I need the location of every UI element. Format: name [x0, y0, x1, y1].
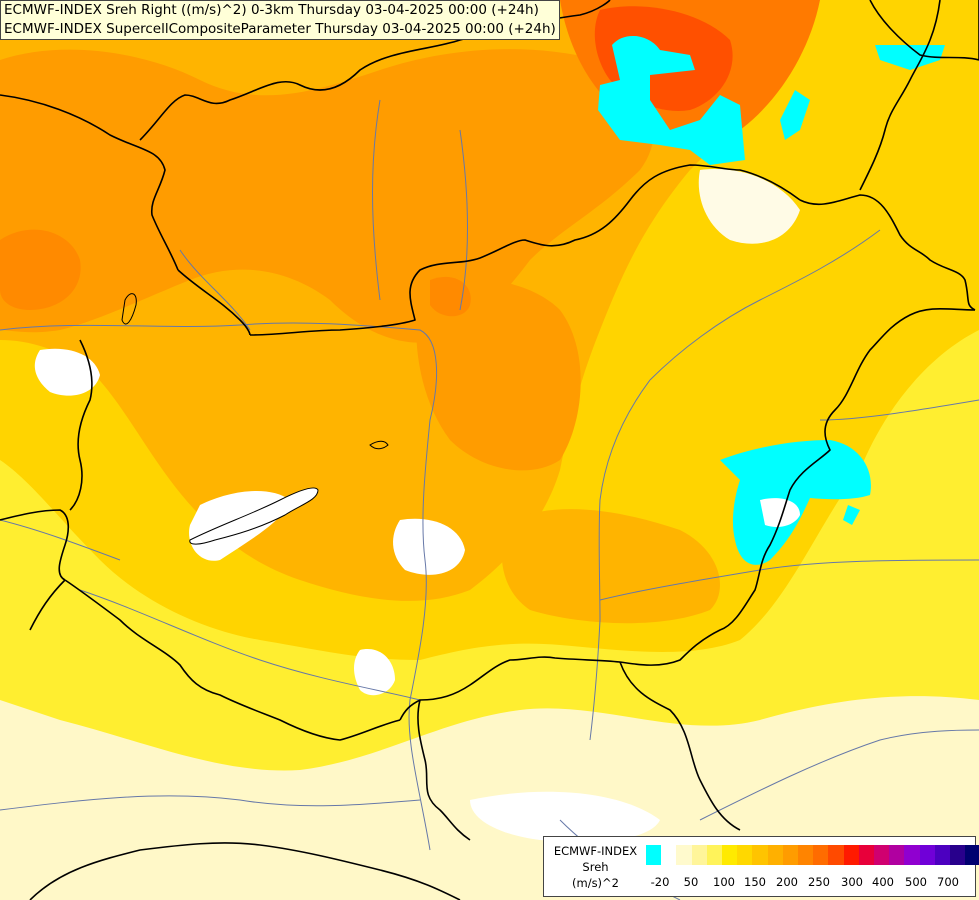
legend-swatch: [798, 845, 814, 865]
border-hungary-croatia: [64, 579, 401, 741]
field-cyan-east-2: [843, 505, 860, 525]
field-white-2: [393, 518, 465, 575]
legend-swatch: [767, 845, 784, 865]
border-austria-slovenia: [0, 509, 70, 581]
legend-title-model: ECMWF-INDEX: [553, 844, 638, 858]
legend-tick-label: 100: [713, 875, 735, 889]
legend-swatch: [722, 845, 738, 865]
legend-swatch: [919, 845, 936, 865]
river-sava: [0, 795, 421, 811]
border-austria-hungary: [69, 269, 251, 511]
river-vah: [372, 99, 381, 301]
legend-tick-label: 150: [744, 875, 766, 889]
field-orange-light-2: [501, 509, 720, 624]
river-morava: [179, 249, 251, 331]
legend-tick-label: 250: [808, 875, 830, 889]
legend-swatch: [737, 845, 754, 865]
legend-title: ECMWF-INDEX Sreh (m/s)^2: [548, 843, 643, 891]
river-tisza: [589, 229, 881, 741]
legend-swatch: [965, 845, 979, 865]
border-slovakia-north: [249, 164, 801, 336]
legend-swatch: [813, 845, 830, 865]
legend-swatch: [828, 845, 845, 865]
header-line-2: ECMWF-INDEX SupercellCompositeParameter …: [4, 21, 556, 37]
field-white-5: [34, 348, 100, 396]
legend-swatch: [904, 845, 921, 865]
field-white-4: [354, 649, 395, 696]
field-white-1: [760, 498, 800, 527]
legend-swatch: [676, 845, 693, 865]
legend-title-param: Sreh: [582, 860, 609, 874]
legend-swatch: [646, 845, 662, 865]
lake-balaton: [189, 487, 319, 545]
border-bosnia: [29, 842, 461, 900]
field-orange-dark-2: [0, 229, 81, 310]
map-header: ECMWF-INDEX Sreh Right ((m/s)^2) 0-3km T…: [0, 0, 560, 40]
legend-tick-label: -20: [650, 875, 670, 889]
legend-swatch: [706, 845, 723, 865]
river-somes: [819, 399, 979, 421]
lake-neusiedl: [121, 293, 137, 325]
river-danube: [0, 322, 437, 851]
border-hungary-romania: [619, 307, 976, 666]
field-orange: [0, 49, 655, 343]
border-hungary-serbia: [399, 656, 621, 721]
legend-swatch: [752, 845, 769, 865]
legend-tick-label: 300: [841, 875, 863, 889]
legend-tick-label: 500: [905, 875, 927, 889]
border-ukraine-romania: [869, 0, 979, 61]
field-cyan-ne: [875, 45, 945, 70]
legend-title-unit: (m/s)^2: [572, 876, 619, 890]
color-legend: ECMWF-INDEX Sreh (m/s)^2 -20 50 100 150 200 2…: [543, 836, 979, 897]
header-line-1: ECMWF-INDEX Sreh Right ((m/s)^2) 0-3km T…: [4, 2, 539, 18]
border-czech-austria: [0, 94, 179, 271]
lake-small: [369, 440, 389, 450]
legend-tick-label: 400: [872, 875, 894, 889]
legend-swatch: [950, 845, 966, 865]
field-white-6: [470, 791, 660, 842]
river-hron: [459, 129, 468, 311]
legend-swatch: [934, 845, 951, 865]
legend-swatch: [874, 845, 890, 865]
legend-tick-label: 200: [776, 875, 798, 889]
border-poland-ukraine: [859, 0, 941, 191]
legend-swatch: [889, 845, 906, 865]
field-white-7: [698, 169, 800, 244]
border-croatia-serbia: [417, 699, 471, 841]
border-serbia-romania: [619, 661, 741, 831]
legend-swatch: [858, 845, 875, 865]
border-slovakia-ukraine: [799, 194, 976, 311]
legend-swatch: [843, 845, 860, 865]
legend-tick-label: 700: [937, 875, 959, 889]
river-drava: [79, 589, 421, 701]
river-west: [0, 519, 121, 561]
border-slovenia-croatia: [29, 579, 66, 631]
legend-swatch: [691, 845, 708, 865]
field-cyan-north: [598, 35, 745, 166]
legend-tick-label: 50: [683, 875, 699, 889]
field-cyan-north-2: [780, 90, 810, 140]
legend-swatch: [661, 845, 678, 865]
legend-swatch: [782, 845, 799, 865]
river-east: [699, 729, 979, 821]
field-orange-2: [416, 279, 581, 471]
field-cyan-east: [720, 440, 871, 565]
